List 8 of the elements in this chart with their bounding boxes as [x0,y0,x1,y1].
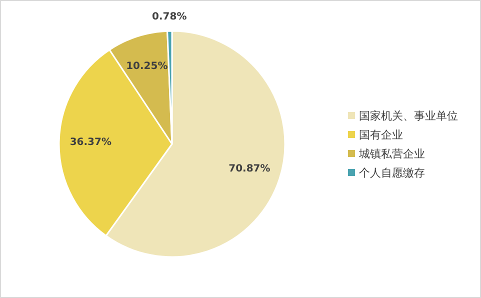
legend-label: 国家机关、事业单位 [359,110,458,122]
legend-label: 城镇私营企业 [358,148,425,160]
legend-label: 国有企业 [359,128,403,142]
data-label: 70.87% [228,163,270,174]
legend-label: 个人自愿缴存 [359,166,425,180]
data-label: 0.78% [152,12,187,23]
data-label: 36.37% [70,136,112,148]
data-label: 10.25% [126,61,168,72]
